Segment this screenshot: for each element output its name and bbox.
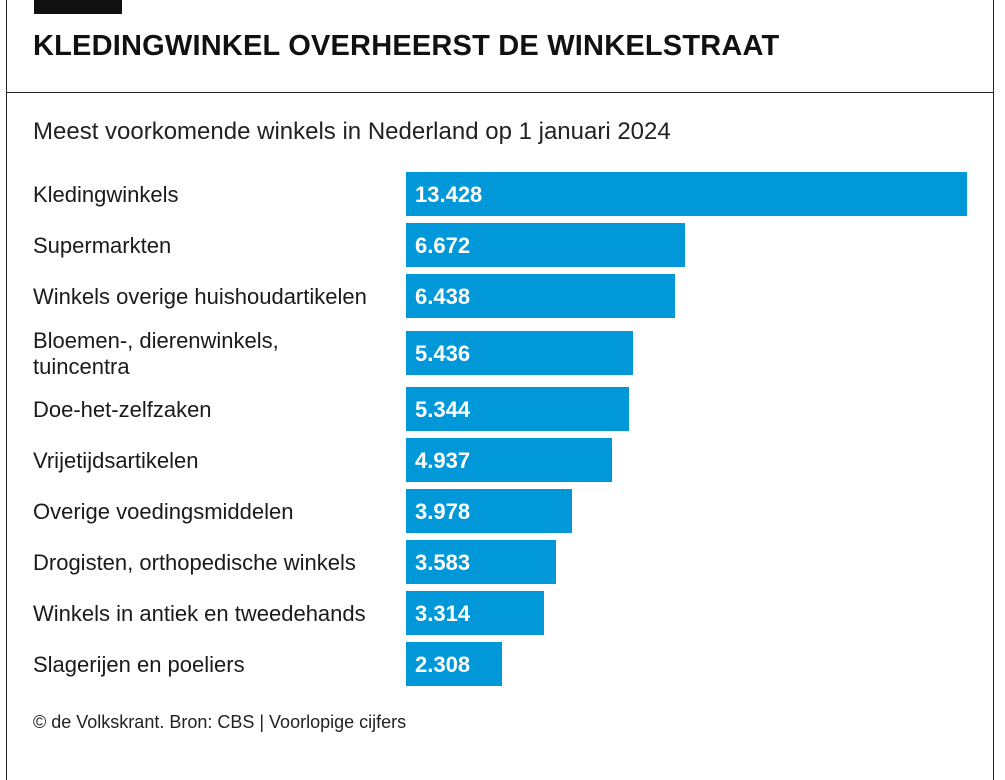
bar-value-label-1: 6.672 [415,233,470,258]
category-label-6: Overige voedingsmiddelen [33,499,294,524]
category-label-5: Vrijetijdsartikelen [33,448,198,473]
bar-9 [406,642,502,686]
category-label-8: Winkels in antiek en tweedehands [33,601,366,626]
chart-frame [6,0,994,780]
bar-value-label-7: 3.583 [415,550,470,575]
bar-0 [406,172,967,216]
category-label-7: Drogisten, orthopedische winkels [33,550,356,575]
bar-value-label-0: 13.428 [415,182,482,207]
bar-value-label-8: 3.314 [415,601,471,626]
category-label-3: Bloemen-, dierenwinkels, tuincentra [33,328,279,379]
category-label-0: Kledingwinkels [33,182,179,207]
bar-8 [406,591,544,635]
chart-title: KLEDINGWINKEL OVERHEERST DE WINKELSTRAAT [33,30,780,62]
bar-value-label-3: 5.436 [415,341,470,366]
bar-value-label-2: 6.438 [415,284,470,309]
bar-6 [406,489,572,533]
bar-2 [406,274,675,318]
bar-value-label-5: 4.937 [415,448,470,473]
category-label-9: Slagerijen en poeliers [33,652,245,677]
bar-3 [406,331,633,375]
category-label-4: Doe-het-zelfzaken [33,397,212,422]
accent-bar [34,0,122,14]
bar-1 [406,223,685,267]
category-label-1: Supermarkten [33,233,171,258]
bar-value-label-6: 3.978 [415,499,470,524]
bar-5 [406,438,612,482]
bar-7 [406,540,556,584]
category-label-2: Winkels overige huishoudartikelen [33,284,367,309]
source-note: © de Volkskrant. Bron: CBS | Voorlopige … [33,712,407,732]
bar-4 [406,387,629,431]
bar-value-label-4: 5.344 [415,397,471,422]
bar-chart: 13.428 Kledingwinkels 6.672 Supermarkten 6.4… [33,172,967,686]
chart-subtitle: Meest voorkomende winkels in Nederland o… [33,118,671,145]
title-divider [6,92,994,93]
bar-value-label-9: 2.308 [415,652,470,677]
